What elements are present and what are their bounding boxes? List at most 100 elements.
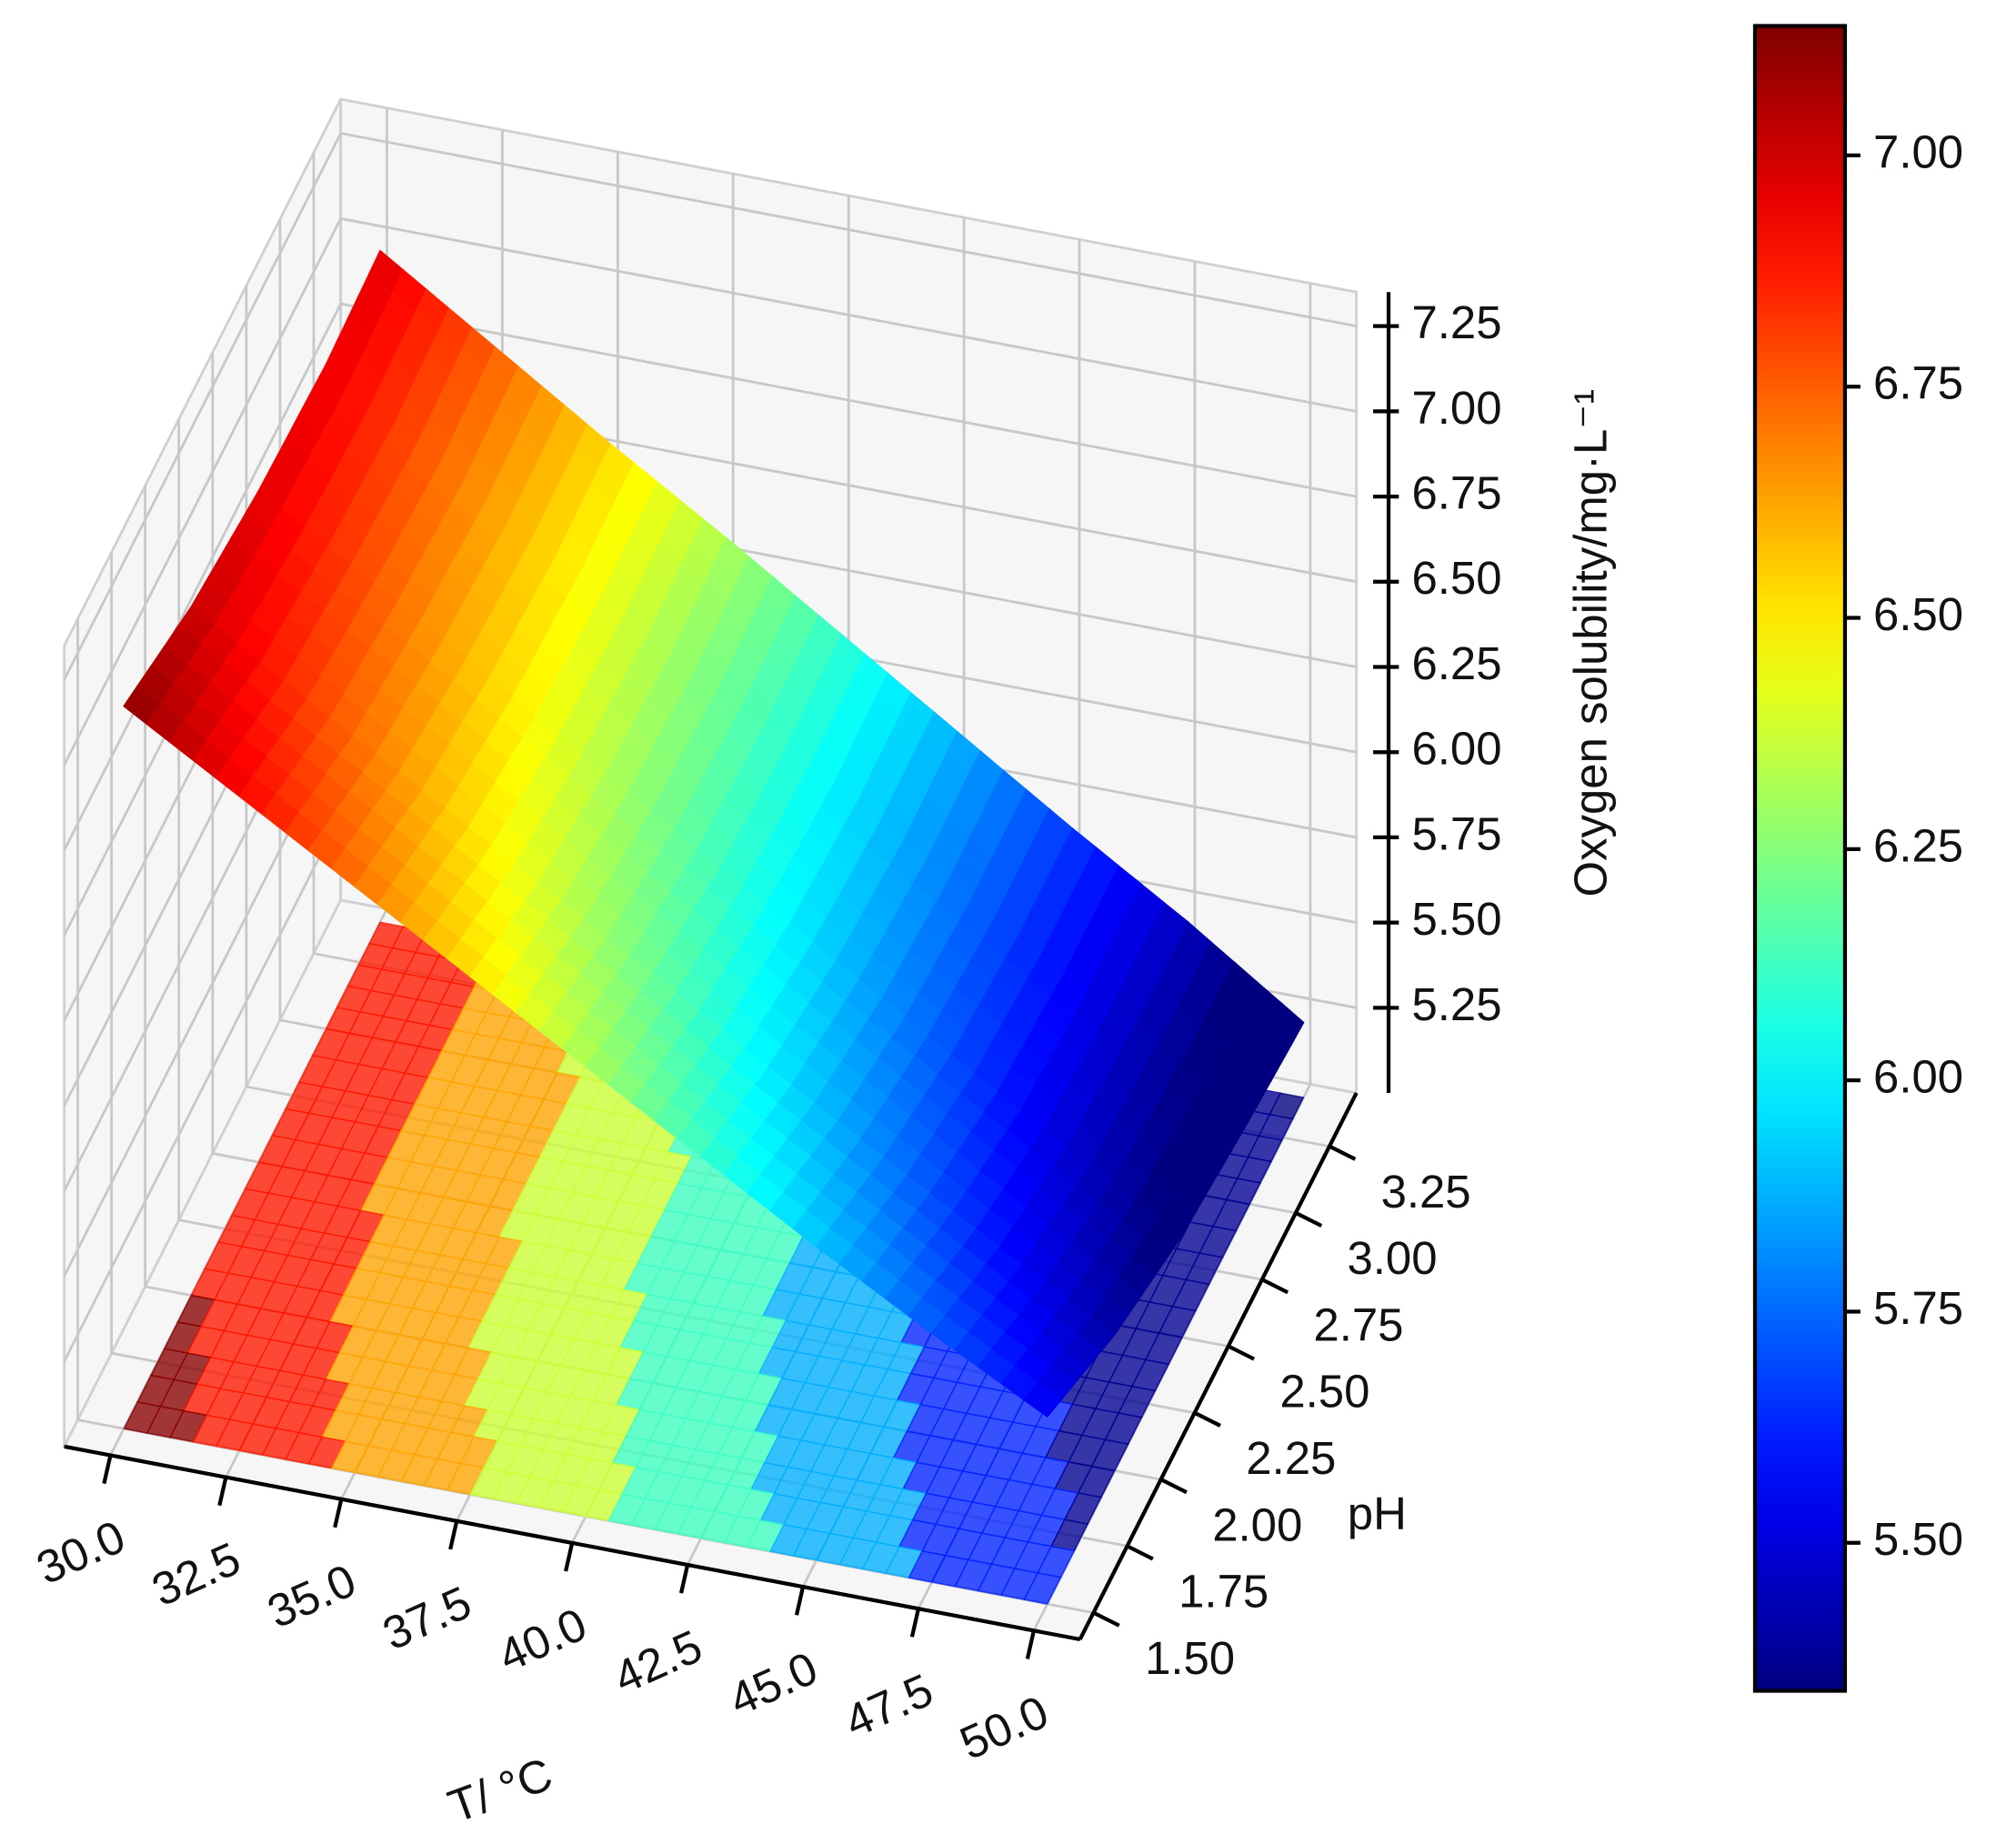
surface-cell <box>584 973 770 1158</box>
contour-cell <box>421 1205 607 1362</box>
colorbar-tick-label: 5.50 <box>1873 1513 1963 1565</box>
x-tick-label: 35.0 <box>260 1554 364 1638</box>
y-axis-label: pH <box>1348 1488 1407 1539</box>
surface-patch <box>1023 1382 1062 1418</box>
contour-cell <box>123 1294 308 1452</box>
y-tick <box>1193 1410 1221 1428</box>
y-tick-label: 1.50 <box>1145 1632 1235 1684</box>
surface-cell <box>651 867 837 1069</box>
contour-cell <box>488 1071 674 1229</box>
contour-cell <box>699 1404 886 1561</box>
surface-cell <box>440 346 612 556</box>
colorbar-tick-label: 6.75 <box>1873 357 1963 409</box>
contour-patch <box>1023 1572 1062 1605</box>
surface-cell <box>325 249 496 463</box>
z-tick-label: 6.00 <box>1411 723 1501 775</box>
surface-cell <box>902 730 1074 937</box>
x-tick-label: 40.0 <box>491 1598 595 1681</box>
surface-cell <box>767 960 953 1159</box>
y-tick-label: 2.00 <box>1212 1498 1302 1550</box>
surface-cell <box>699 1066 886 1248</box>
surface-cell <box>719 743 905 963</box>
x-tick <box>448 1520 459 1550</box>
colorbar-tick-label: 6.25 <box>1873 819 1963 871</box>
y-tick-label: 2.50 <box>1279 1366 1369 1418</box>
x-axis-line <box>64 1444 1081 1642</box>
contour-cell <box>469 1360 655 1518</box>
colorbar-tick-label: 6.00 <box>1873 1051 1963 1103</box>
y-tick <box>1092 1610 1120 1628</box>
surface-cell <box>950 934 1136 1150</box>
colorbar-tick-label: 5.75 <box>1873 1282 1963 1334</box>
z-axis-label: Oxygen solubility/mg·L⁻¹ <box>1565 389 1617 897</box>
contour-cell <box>354 1338 539 1496</box>
colorbar-tick-label: 6.50 <box>1873 588 1963 640</box>
x-axis-label: T/ °C <box>442 1748 559 1832</box>
surface-cell <box>190 489 376 702</box>
x-tick-label: 42.5 <box>607 1619 710 1703</box>
z-tick-label: 7.00 <box>1411 382 1501 434</box>
z-tick-label: 5.50 <box>1411 893 1501 945</box>
contour-cell <box>373 1049 558 1208</box>
surface-cell <box>556 443 727 653</box>
surface-cell <box>930 1246 1117 1418</box>
x-tick-label: 32.5 <box>145 1532 248 1616</box>
x-tick-label: 37.5 <box>376 1576 479 1659</box>
y-tick <box>1227 1344 1256 1361</box>
x-tick-label: 30.0 <box>29 1510 133 1594</box>
surface-cell <box>835 840 1020 1057</box>
contour-cell <box>537 1227 722 1384</box>
surface-cell <box>1066 1027 1251 1237</box>
contour-cell <box>815 1426 1000 1583</box>
y-axis-line <box>1078 1092 1359 1640</box>
y-tick <box>1159 1478 1188 1495</box>
y-tick-label: 2.25 <box>1246 1432 1336 1484</box>
x-tick <box>217 1477 228 1507</box>
contour-cell <box>930 1448 1116 1605</box>
surface-cell <box>257 363 443 586</box>
x-tick <box>333 1498 344 1528</box>
x-tick-label: 50.0 <box>952 1686 1056 1769</box>
contour-cell <box>238 1316 424 1474</box>
x-tick <box>678 1564 690 1594</box>
y-tick <box>1126 1544 1154 1561</box>
surface-cell <box>1018 827 1189 1030</box>
z-tick-label: 6.75 <box>1411 467 1501 519</box>
z-tick-label: 5.25 <box>1411 978 1501 1030</box>
x-tick <box>1025 1629 1036 1659</box>
y-tick-label: 3.25 <box>1381 1166 1471 1218</box>
surface-cell <box>306 583 491 792</box>
x-tick <box>794 1586 806 1616</box>
z-tick-label: 5.75 <box>1411 807 1501 859</box>
surface-cell <box>671 536 843 747</box>
axes: 30.0 32.5 35.0 37.5 40.0 42.5 45.0 47.5 50.0 1.50… <box>29 292 1617 1833</box>
surface-cell <box>882 1054 1068 1249</box>
contour-cell <box>306 1183 491 1340</box>
surface-cell <box>123 606 308 797</box>
y-tick-label: 2.75 <box>1313 1298 1403 1350</box>
surface-cell <box>353 789 539 978</box>
contour-cell <box>584 1382 770 1539</box>
y-tick <box>1294 1211 1323 1228</box>
colorbar <box>1752 24 1848 1693</box>
contour-cell <box>652 1248 837 1406</box>
x-tick <box>564 1542 575 1572</box>
x-tick <box>102 1455 113 1485</box>
grid-line <box>63 131 1357 681</box>
y-tick <box>1260 1278 1289 1295</box>
surface-cell <box>488 553 674 777</box>
colorbar-tick-label: 7.00 <box>1873 125 1963 177</box>
y-tick <box>1329 1144 1357 1161</box>
x-tick <box>909 1608 921 1638</box>
z-tick-label: 7.25 <box>1411 296 1501 348</box>
surface-cell <box>815 1156 1001 1335</box>
surface-cell <box>1133 920 1305 1120</box>
surface-cell <box>787 633 958 844</box>
z-tick-label: 6.50 <box>1411 552 1501 604</box>
surface <box>123 249 1305 1418</box>
surface-cell <box>998 1147 1184 1336</box>
y-tick-label: 3.00 <box>1347 1232 1437 1284</box>
z-tick-label: 6.25 <box>1411 637 1501 689</box>
grid-line <box>63 216 1357 766</box>
